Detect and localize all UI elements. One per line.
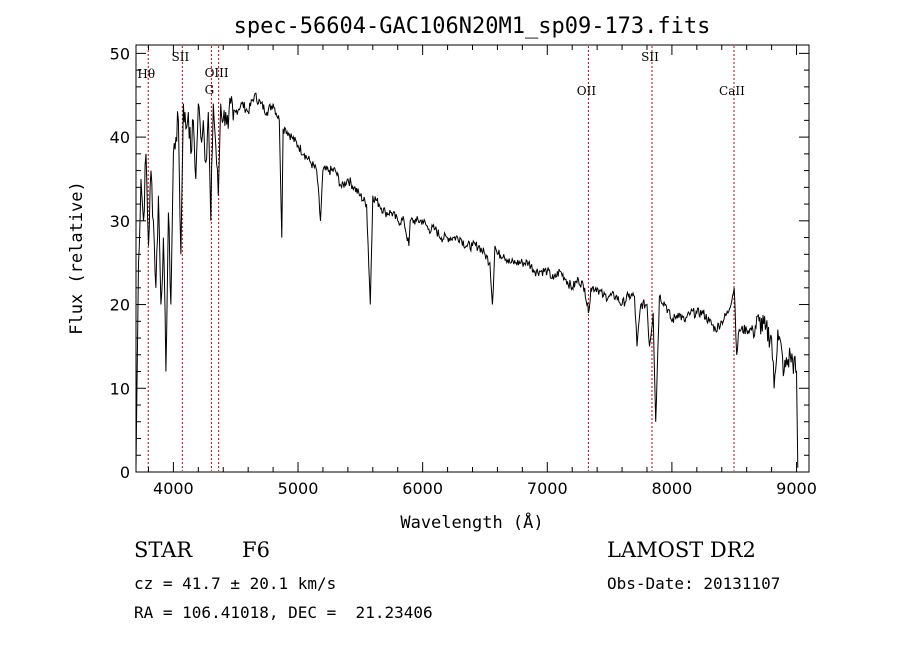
emission-line-label: SII	[641, 50, 659, 64]
x-tick-label: 6000	[402, 479, 443, 498]
x-tick-label: 4000	[153, 479, 194, 498]
coordinates: RA = 106.41018, DEC = 21.23406	[134, 603, 433, 622]
redshift-velocity: cz = 41.7 ± 20.1 km/s	[134, 574, 337, 593]
x-tick-label: 5000	[278, 479, 319, 498]
emission-line-label: Hθ	[137, 67, 155, 81]
emission-line-label: OII	[577, 84, 597, 98]
emission-line-markers: Hθ SII OIII G OII SII CaII	[137, 46, 745, 471]
y-axis: 0 10 20 30 40 50	[110, 44, 809, 482]
x-tick-label: 7000	[527, 479, 568, 498]
x-axis: 4000 5000 6000 7000 8000 9000	[147, 45, 817, 498]
y-tick-label: 50	[110, 44, 130, 63]
chart-title: spec-56604-GAC106N20M1_sp09-173.fits	[234, 14, 711, 39]
observation-date: Obs-Date: 20131107	[607, 574, 781, 593]
x-tick-label: 9000	[776, 479, 817, 498]
emission-line-label: CaII	[719, 84, 745, 98]
y-tick-label: 20	[110, 296, 130, 315]
y-tick-label: 40	[110, 128, 130, 147]
y-axis-label: Flux (relative)	[67, 181, 87, 335]
y-tick-label: 0	[120, 463, 130, 482]
y-tick-label: 10	[110, 379, 130, 398]
emission-line-label: G	[205, 83, 215, 97]
emission-line-label: OIII	[205, 66, 229, 80]
spectrum-line	[135, 92, 799, 468]
spectral-subclass: F6	[242, 538, 270, 562]
emission-line-label: SII	[172, 50, 190, 64]
plot-frame	[135, 44, 810, 473]
object-class: STAR	[134, 538, 193, 562]
x-axis-label: Wavelength (Å)	[400, 511, 543, 533]
survey-name: LAMOST DR2	[607, 538, 756, 562]
spectrum-series	[135, 92, 799, 468]
y-tick-label: 30	[110, 212, 130, 231]
x-tick-label: 8000	[652, 479, 693, 498]
